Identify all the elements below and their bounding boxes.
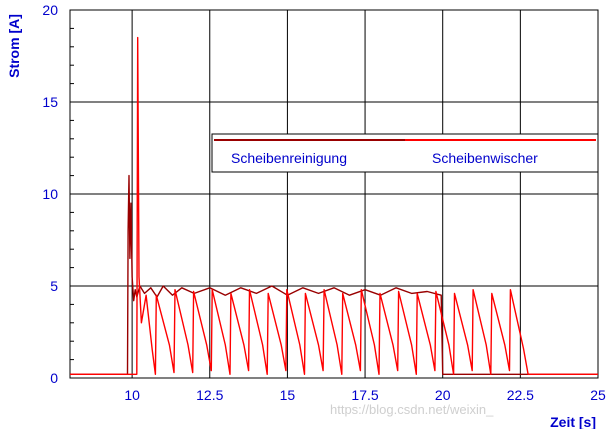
plot-frame [69,9,599,379]
y-tick-label: 10 [42,186,58,202]
y-tick-label: 20 [42,2,58,18]
grid [70,10,598,378]
legend-label-scheibenwischer: Scheibenwischer [432,150,538,166]
y-axis-title: Strom [A] [6,14,22,78]
legend-label-scheibenreinigung: Scheibenreinigung [231,150,347,166]
x-tick-labels: 10 12.5 15 17.5 20 22.5 25 [124,387,606,403]
y-tick-label: 15 [42,94,58,110]
series-line-scheibenwischer [70,36,598,375]
x-tick-label: 22.5 [507,387,534,403]
series-lines [70,36,598,375]
x-tick-label: 20 [435,387,451,403]
x-tick-label: 15 [280,387,296,403]
minor-ticks [70,27,74,361]
y-tick-labels: 0 5 10 15 20 [42,2,58,386]
series-line-scheibenreinigung [70,174,598,375]
x-axis-title: Zeit [s] [550,414,596,429]
x-tick-label: 10 [124,387,140,403]
watermark: https://blog.csdn.net/weixin_ [330,402,494,417]
y-tick-label: 5 [50,278,58,294]
x-tick-label: 12.5 [196,387,223,403]
y-tick-label: 0 [50,370,58,386]
legend: Scheibenreinigung Scheibenwischer [211,133,599,173]
x-tick-label: 25 [590,387,606,403]
x-tick-label: 17.5 [351,387,378,403]
